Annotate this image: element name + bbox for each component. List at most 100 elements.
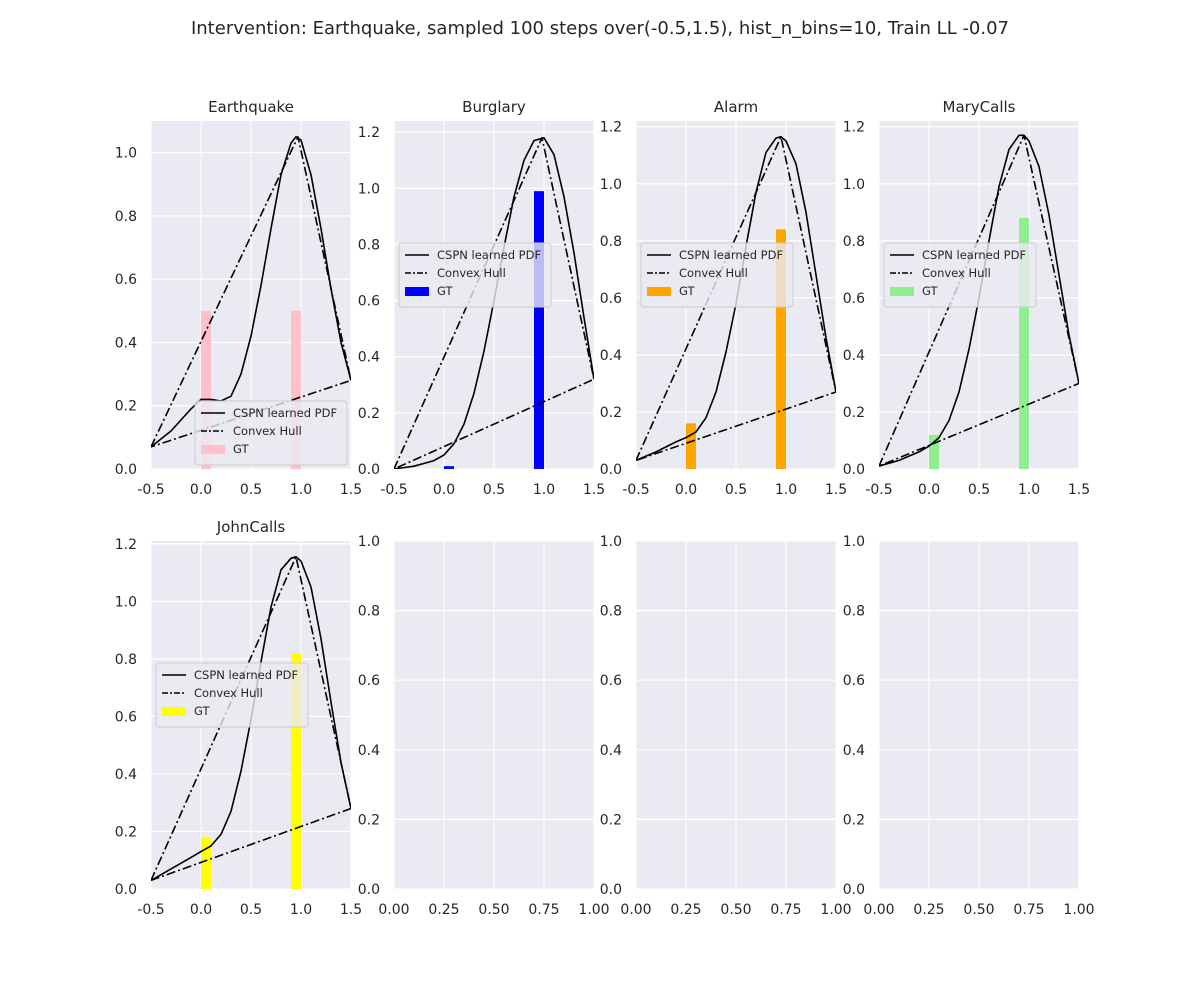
chart-1-legend-gt-swatch bbox=[405, 287, 429, 296]
chart-0-xtick-label: 1.5 bbox=[340, 482, 362, 498]
chart-3-axes: -0.5 0.0 0.5 1.0 1.50.00.20.40.60.81.01.2Mar… bbox=[843, 98, 1090, 498]
chart-6-ytick-label: 0.4 bbox=[600, 743, 622, 759]
chart-2-ytick-label: 0.0 bbox=[600, 462, 622, 478]
chart-5-ytick-label: 0.4 bbox=[358, 743, 380, 759]
chart-2-gt-bar bbox=[776, 229, 786, 469]
chart-6-xtick-label: 0.00 bbox=[620, 902, 651, 918]
chart-2-ytick-label: 1.2 bbox=[600, 120, 622, 136]
chart-1-xtick-label: 1.0 bbox=[533, 482, 555, 498]
chart-6-ytick-label: 0.0 bbox=[600, 882, 622, 898]
chart-6-xtick-label: 1.00 bbox=[820, 902, 851, 918]
chart-0-ytick-label: 0.8 bbox=[115, 209, 137, 225]
chart-4-ytick-label: 1.2 bbox=[115, 537, 137, 553]
chart-3-legend-box bbox=[883, 242, 1037, 308]
chart-1-xtick-label: 1.5 bbox=[583, 482, 605, 498]
chart-2-xtick-label: 1.5 bbox=[825, 482, 847, 498]
chart-2-xtick-label: 0.5 bbox=[725, 482, 747, 498]
chart-0-xtick-label: -0.5 bbox=[137, 482, 164, 498]
chart-5-ytick-label: 0.6 bbox=[358, 673, 380, 689]
chart-2-ytick-label: 0.2 bbox=[600, 405, 622, 421]
chart-6-ytick-label: 0.6 bbox=[600, 673, 622, 689]
figure-suptitle: Intervention: Earthquake, sampled 100 st… bbox=[191, 18, 1009, 39]
chart-5-axes: 0.00 0.25 0.50 0.75 1.00 0.0 0.2 0.4 0.6 0.8 1.0 bbox=[358, 534, 610, 918]
chart-5-xtick-label: 1.00 bbox=[578, 902, 609, 918]
chart-5-ytick-label: 0.8 bbox=[358, 604, 380, 620]
chart-3-legend-gt-swatch bbox=[890, 287, 914, 296]
chart-6-ytick-label: 0.2 bbox=[600, 812, 622, 828]
chart-1-legend: CSPN learned PDF Convex Hull GT bbox=[398, 242, 552, 308]
chart-3-xtick-label: 0.5 bbox=[968, 482, 990, 498]
chart-0-ytick-label: 1.0 bbox=[115, 146, 137, 162]
chart-0-ytick-label: 0.0 bbox=[115, 462, 137, 478]
chart-1-legend-label: CSPN learned PDF bbox=[437, 248, 541, 262]
chart-4-legend-gt-swatch bbox=[162, 707, 186, 716]
chart-4-title: JohnCalls bbox=[216, 518, 286, 536]
chart-4-legend-label: Convex Hull bbox=[194, 686, 263, 700]
chart-7-ytick-label: 0.0 bbox=[843, 882, 865, 898]
chart-1-hull-line bbox=[394, 137, 594, 469]
chart-2-ytick-label: 0.8 bbox=[600, 234, 622, 250]
chart-0-gt-bar bbox=[201, 310, 211, 469]
chart-1-axes: -0.5 0.0 0.5 1.0 1.50.00.20.40.60.81.01.2Bur… bbox=[358, 98, 605, 498]
chart-3-ytick-label: 1.0 bbox=[843, 177, 865, 193]
chart-0-ytick-label: 0.6 bbox=[115, 272, 137, 288]
chart-3-hull-line bbox=[879, 134, 1079, 467]
chart-7-xtick-label: 0.75 bbox=[1013, 902, 1044, 918]
chart-7-xtick-label: 0.50 bbox=[963, 902, 994, 918]
chart-3-gt-bar bbox=[1019, 217, 1029, 469]
chart-2-ytick-label: 1.0 bbox=[600, 177, 622, 193]
chart-3-xtick-label: 1.5 bbox=[1068, 482, 1090, 498]
chart-1-legend-box bbox=[398, 242, 552, 308]
chart-2-ytick-label: 0.4 bbox=[600, 348, 622, 364]
chart-7-xtick-label: 0.00 bbox=[863, 902, 894, 918]
chart-5-ytick-label: 0.0 bbox=[358, 882, 380, 898]
chart-1-title: Burglary bbox=[462, 98, 526, 116]
chart-3-legend: CSPN learned PDF Convex Hull GT bbox=[883, 242, 1037, 308]
chart-4-legend-box bbox=[155, 662, 309, 728]
chart-3-xtick-label: -0.5 bbox=[865, 482, 892, 498]
subplot-grid: -0.5 0.0 0.5 1.0 1.50.00.20.40.60.81.0Earthq… bbox=[115, 98, 1095, 918]
chart-4-ytick-label: 0.6 bbox=[115, 709, 137, 725]
chart-3-title: MaryCalls bbox=[943, 98, 1016, 116]
chart-2-ytick-label: 0.6 bbox=[600, 291, 622, 307]
chart-7-xtick-label: 1.00 bbox=[1063, 902, 1094, 918]
chart-6-ytick-label: 1.0 bbox=[600, 534, 622, 550]
chart-4-axes: -0.5 0.0 0.5 1.0 1.50.00.20.40.60.81.01.2Joh… bbox=[115, 518, 362, 918]
chart-4-legend-label: GT bbox=[194, 704, 211, 718]
chart-4-xtick-label: 1.0 bbox=[290, 902, 312, 918]
chart-0-axes: -0.5 0.0 0.5 1.0 1.50.00.20.40.60.81.0Earthq… bbox=[115, 98, 362, 498]
chart-6-axes: 0.00 0.25 0.50 0.75 1.00 0.0 0.2 0.4 0.6 0.8 1.0 bbox=[600, 534, 852, 918]
chart-7-axes: 0.00 0.25 0.50 0.75 1.00 0.0 0.2 0.4 0.6 0.8 1.0 bbox=[843, 534, 1095, 918]
chart-5-ytick-label: 1.0 bbox=[358, 534, 380, 550]
chart-4-xtick-label: 1.5 bbox=[340, 902, 362, 918]
chart-4-pdf-line bbox=[151, 555, 351, 882]
chart-2-xtick-label: 1.0 bbox=[775, 482, 797, 498]
chart-0-legend-gt-swatch bbox=[201, 445, 225, 454]
chart-0-legend-label: CSPN learned PDF bbox=[233, 406, 337, 420]
chart-4-xtick-label: -0.5 bbox=[137, 902, 164, 918]
chart-6-xtick-label: 0.25 bbox=[670, 902, 701, 918]
chart-1-gt-bar bbox=[444, 466, 454, 469]
chart-0-xtick-label: 0.0 bbox=[190, 482, 212, 498]
chart-3-ytick-label: 0.2 bbox=[843, 405, 865, 421]
chart-0-title: Earthquake bbox=[208, 98, 294, 116]
chart-2-title: Alarm bbox=[714, 98, 758, 116]
chart-6-ytick-label: 0.8 bbox=[600, 604, 622, 620]
chart-0-ytick-label: 0.2 bbox=[115, 399, 137, 415]
chart-5-xtick-label: 0.75 bbox=[528, 902, 559, 918]
chart-4-gt-bar bbox=[201, 837, 211, 889]
chart-2-legend-gt-swatch bbox=[647, 287, 671, 296]
chart-2-legend-label: GT bbox=[679, 284, 696, 298]
chart-0-legend-label: Convex Hull bbox=[233, 424, 302, 438]
chart-3-legend-label: CSPN learned PDF bbox=[922, 248, 1026, 262]
chart-4-ytick-label: 1.0 bbox=[115, 594, 137, 610]
chart-3-ytick-label: 0.0 bbox=[843, 462, 865, 478]
chart-2-legend-box bbox=[640, 242, 794, 308]
chart-7-ytick-label: 0.4 bbox=[843, 743, 865, 759]
chart-3-ytick-label: 0.4 bbox=[843, 348, 865, 364]
chart-0-legend: CSPN learned PDF Convex Hull GT bbox=[194, 400, 348, 466]
chart-7-ytick-label: 0.8 bbox=[843, 604, 865, 620]
chart-3-ytick-label: 1.2 bbox=[843, 120, 865, 136]
chart-1-ytick-label: 1.2 bbox=[358, 125, 380, 141]
